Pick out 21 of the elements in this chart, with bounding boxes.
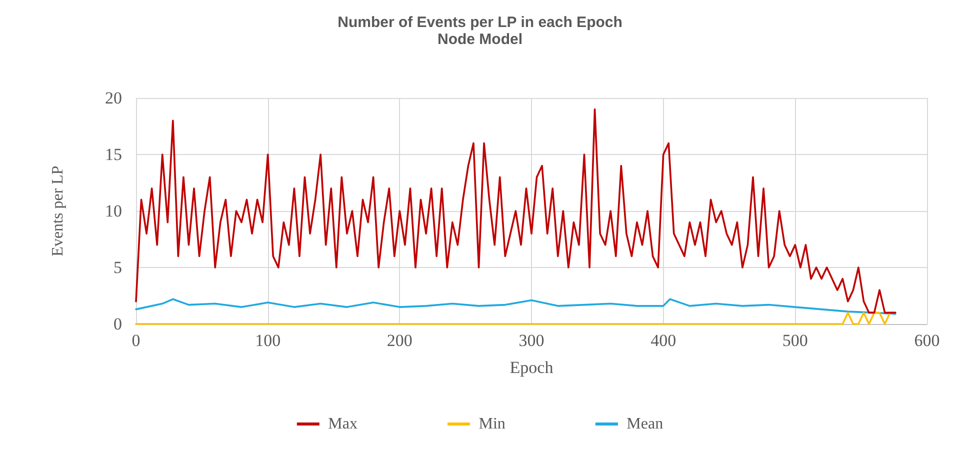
chart-subtitle: Node Model — [438, 31, 522, 48]
y-tick-label: 0 — [114, 314, 122, 334]
line-series — [135, 298, 896, 315]
legend-label: Min — [478, 416, 506, 432]
legend-label: Max — [328, 416, 358, 432]
y-axis-title: Events per LP — [50, 166, 66, 256]
x-axis-title: Epoch — [510, 358, 554, 377]
x-tick-label: 600 — [914, 331, 940, 350]
x-tick-label: 0 — [132, 331, 140, 350]
x-tick-label: 400 — [650, 331, 676, 350]
y-tick-label: 15 — [105, 145, 122, 164]
y-tick-label: 5 — [114, 258, 122, 277]
chart-title: Number of Events per LP in each Epoch — [338, 14, 622, 31]
y-tick-label: 20 — [105, 88, 122, 108]
x-tick-label: 200 — [386, 331, 412, 350]
legend-label: Mean — [626, 416, 664, 432]
y-tick-label: 10 — [105, 202, 122, 220]
x-tick-label: 100 — [255, 331, 281, 350]
x-tick-label: 300 — [518, 331, 544, 350]
x-tick-label: 500 — [782, 331, 808, 350]
line-series — [135, 108, 896, 314]
